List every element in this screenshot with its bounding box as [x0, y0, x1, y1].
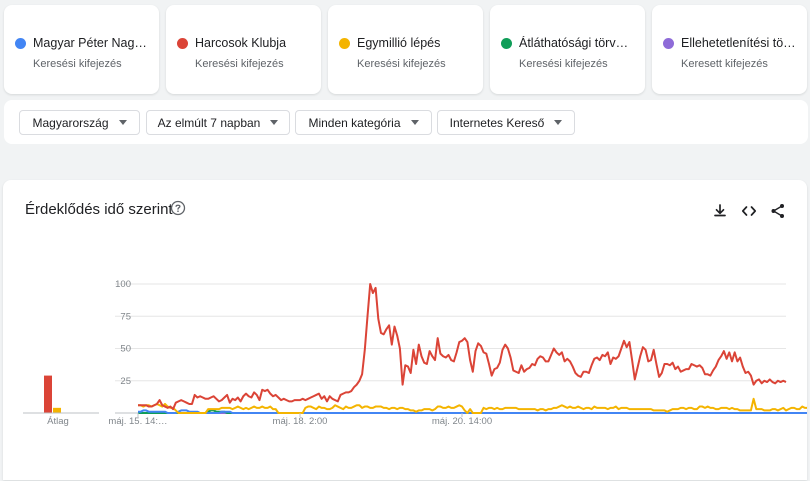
term-color-dot — [177, 37, 188, 49]
term-color-dot — [15, 37, 26, 49]
term-card-5[interactable]: Ellehetetlenítési tö… Keresett kifejezés — [652, 5, 807, 94]
period-dropdown[interactable]: Az elmúlt 7 napban — [146, 110, 290, 135]
y-tick-label: 75 — [120, 311, 131, 322]
region-dropdown[interactable]: Magyarország — [19, 110, 140, 135]
x-tick-label: máj. 20. 14:00 — [432, 416, 492, 427]
term-color-dot — [663, 37, 674, 49]
category-dropdown[interactable]: Minden kategória — [295, 110, 432, 135]
series-line — [138, 283, 787, 411]
y-tick-label: 100 — [115, 279, 131, 290]
x-tick-label: máj. 18. 2:00 — [273, 416, 328, 427]
term-name: Egymillió lépés — [357, 36, 441, 50]
category-label: Minden kategória — [308, 115, 401, 130]
share-icon[interactable] — [769, 202, 787, 220]
embed-code-icon[interactable] — [740, 202, 758, 220]
chart-canvas: 25 50 75 100 máj. 15. 14:… máj. 18. 2:00 máj. … — [23, 279, 807, 427]
average-bar — [44, 375, 52, 413]
period-label: Az elmúlt 7 napban — [157, 115, 261, 130]
caret-down-icon — [410, 120, 419, 125]
term-name: Magyar Péter Nag… — [33, 36, 147, 50]
term-type: Keresett kifejezés — [681, 58, 768, 70]
property-label: Internetes Kereső — [449, 115, 545, 130]
download-icon[interactable] — [711, 202, 729, 220]
term-type: Keresési kifejezés — [357, 58, 446, 70]
term-card-2[interactable]: Harcosok Klubja Keresési kifejezés — [166, 5, 321, 94]
caret-down-icon — [118, 120, 127, 125]
caret-down-icon — [270, 120, 279, 125]
help-circle-icon[interactable] — [170, 200, 186, 216]
x-tick-label: máj. 15. 14:… — [108, 416, 167, 427]
term-color-dot — [501, 37, 512, 49]
chart-title: Érdeklődés idő szerint — [25, 201, 173, 218]
term-card-3[interactable]: Egymillió lépés Keresési kifejezés — [328, 5, 483, 94]
series-line — [138, 409, 807, 414]
term-color-dot — [339, 37, 350, 49]
filter-bar: Magyarország Az elmúlt 7 napban Minden k… — [4, 100, 808, 144]
term-name: Ellehetetlenítési tö… — [681, 36, 796, 50]
term-type: Keresési kifejezés — [195, 58, 284, 70]
average-label: Átlag — [47, 416, 69, 427]
term-type: Keresési kifejezés — [519, 58, 608, 70]
region-label: Magyarország — [32, 115, 109, 130]
caret-down-icon — [554, 120, 563, 125]
term-name: Átláthatósági törv… — [519, 36, 629, 50]
y-tick-label: 50 — [120, 344, 131, 355]
term-card-1[interactable]: Magyar Péter Nag… Keresési kifejezés — [4, 5, 159, 94]
term-name: Harcosok Klubja — [195, 36, 287, 50]
property-dropdown[interactable]: Internetes Kereső — [437, 110, 575, 135]
term-type: Keresési kifejezés — [33, 58, 122, 70]
series-line — [138, 397, 807, 414]
term-card-4[interactable]: Átláthatósági törv… Keresési kifejezés — [490, 5, 645, 94]
interest-over-time-card: Érdeklődés idő szerint 25 50 75 100 máj. 15.… — [3, 180, 807, 480]
average-bar — [53, 407, 61, 413]
search-terms-row: Magyar Péter Nag… Keresési kifejezés Har… — [0, 5, 810, 95]
y-tick-label: 25 — [120, 376, 131, 387]
